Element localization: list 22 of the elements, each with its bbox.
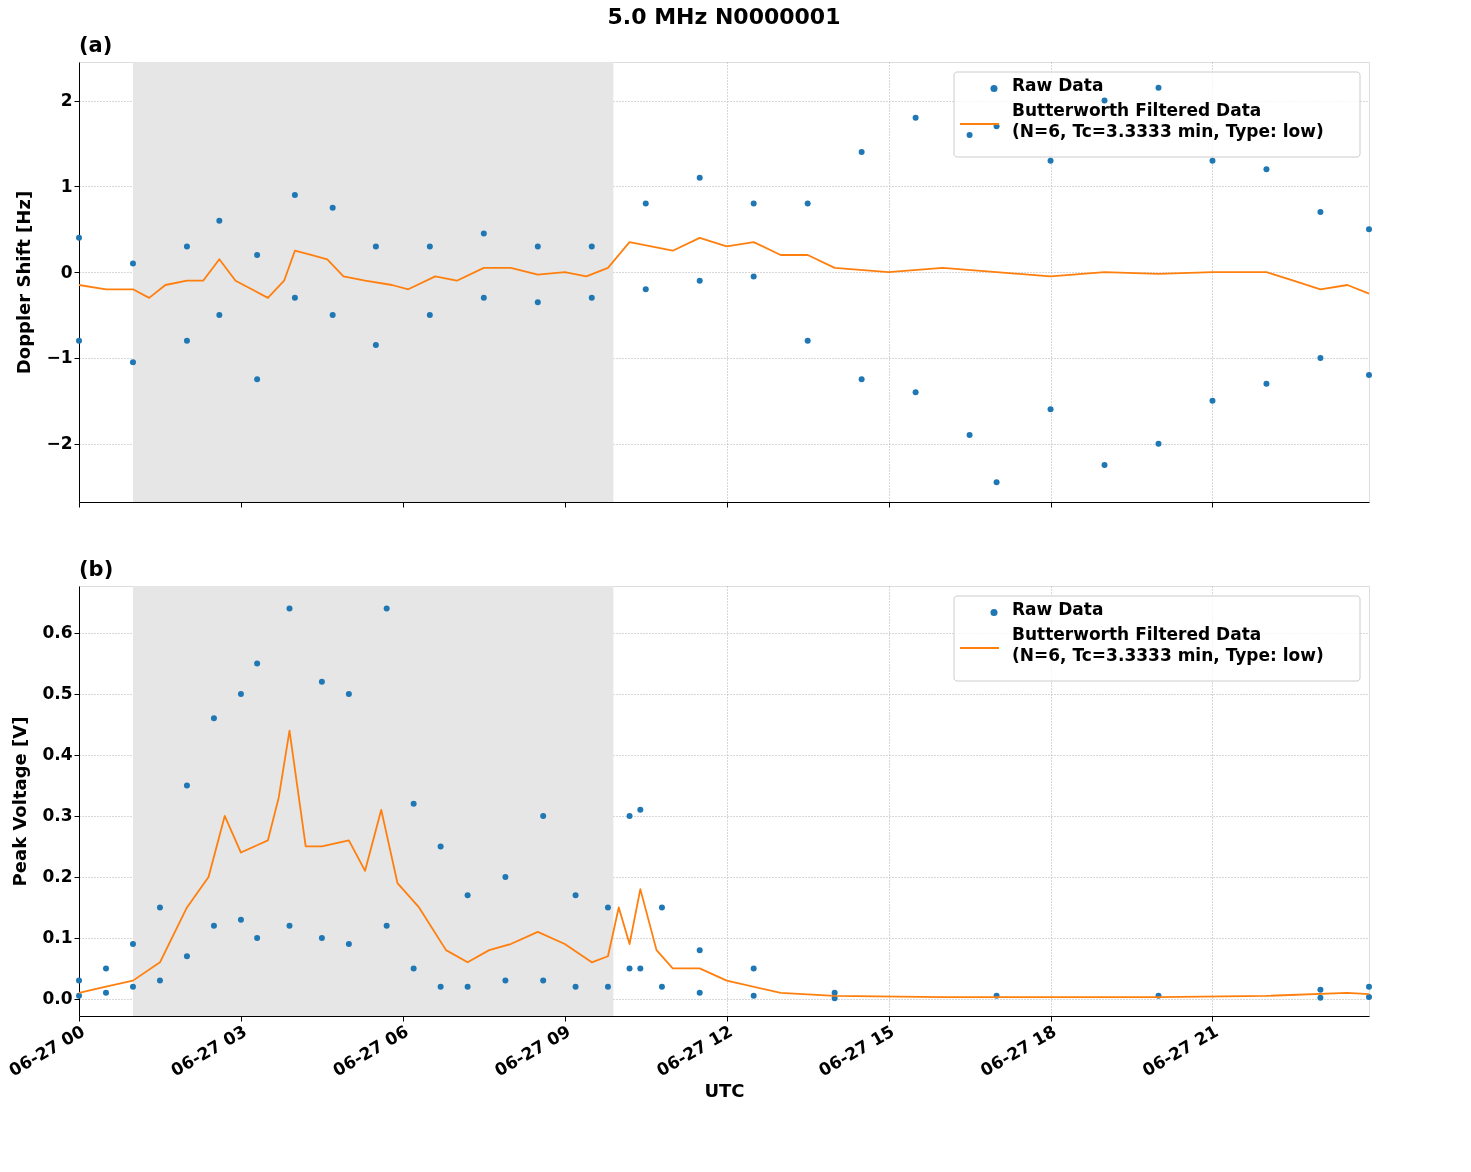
y-tick-label: 0.4 bbox=[42, 744, 73, 765]
y-tick-label: 0.5 bbox=[42, 683, 73, 704]
y-tick-label: −1 bbox=[46, 347, 73, 368]
legend-label: Raw Data bbox=[1012, 75, 1104, 95]
y-tick-label: 0.0 bbox=[42, 988, 73, 1009]
text: (b) bbox=[79, 557, 114, 581]
y-axis-title: Peak Voltage [V] bbox=[9, 716, 31, 887]
chart-title: 5.0 MHz N0000001 bbox=[607, 4, 841, 29]
y-tick-label: 0.3 bbox=[42, 805, 73, 826]
legend-label: Butterworth Filtered Data (N=6, Tc=3.3333 min, Type: low) bbox=[1012, 624, 1324, 665]
y-tick-label: 0.6 bbox=[42, 622, 73, 643]
y-axis-title: Doppler Shift [Hz] bbox=[13, 190, 35, 375]
y-tick-label: 1 bbox=[60, 175, 73, 196]
y-tick-label: 0.2 bbox=[42, 866, 73, 887]
legend-label: Raw Data bbox=[1012, 599, 1104, 619]
text: (a) bbox=[79, 33, 113, 57]
y-tick-label: 2 bbox=[60, 90, 73, 111]
legend-label: Butterworth Filtered Data (N=6, Tc=3.3333 min, Type: low) bbox=[1012, 100, 1324, 141]
y-tick-label: 0.1 bbox=[42, 927, 73, 948]
y-tick-label: 0 bbox=[60, 261, 73, 282]
y-tick-label: −2 bbox=[46, 433, 73, 454]
x-axis-title: UTC bbox=[704, 1080, 745, 1102]
